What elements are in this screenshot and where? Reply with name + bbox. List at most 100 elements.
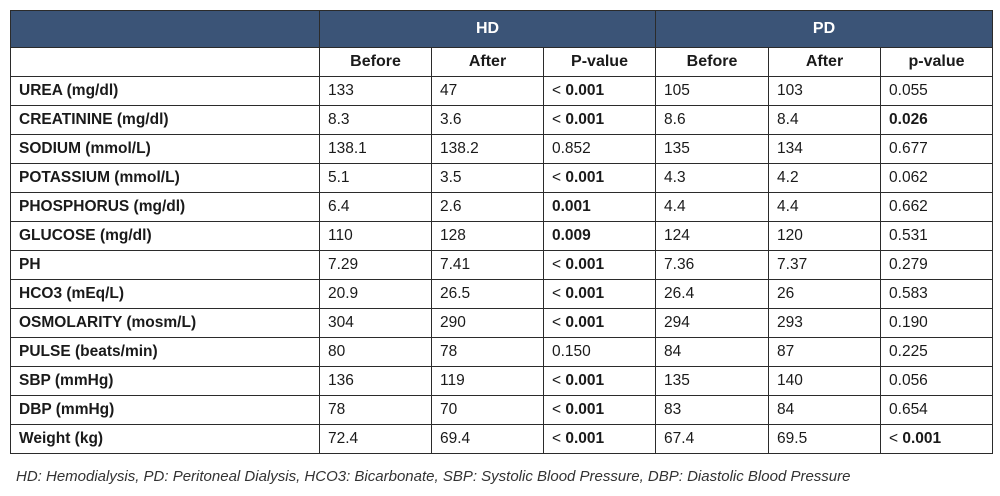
table-row: GLUCOSE (mg/dl) 110 128 0.009 124 120 0.531 — [10, 221, 994, 251]
group-header-hd: HD — [318, 10, 657, 48]
pd-pvalue-cell: 0.055 — [880, 76, 994, 106]
pd-pvalue-cell: 0.062 — [880, 163, 994, 193]
hd-after-cell: 128 — [431, 221, 544, 251]
hd-pvalue-cell: < 0.001 — [542, 279, 657, 309]
table-row: CREATININE (mg/dl) 8.3 3.6 < 0.001 8.6 8.4 0.0… — [10, 105, 994, 135]
hd-after-cell: 78 — [431, 337, 544, 367]
pd-after-cell: 120 — [768, 221, 882, 251]
pd-pvalue-cell: 0.225 — [880, 337, 994, 367]
row-label: SODIUM (mmol/L) — [10, 134, 320, 164]
column-header-hd-after: After — [431, 47, 544, 77]
row-label: DBP (mmHg) — [10, 395, 320, 425]
hd-pvalue-cell: < 0.001 — [542, 366, 657, 396]
column-header-pd-after: After — [768, 47, 882, 77]
hd-pvalue-cell: 0.009 — [542, 221, 657, 251]
table-row: PHOSPHORUS (mg/dl) 6.4 2.6 0.001 4.4 4.4 0.662 — [10, 192, 994, 222]
row-label: OSMOLARITY (mosm/L) — [10, 308, 320, 338]
table-row: PH 7.29 7.41 < 0.001 7.36 7.37 0.279 — [10, 250, 994, 280]
pd-before-cell: 4.3 — [655, 163, 770, 193]
pd-before-cell: 294 — [655, 308, 770, 338]
row-label: UREA (mg/dl) — [10, 76, 320, 106]
pd-after-cell: 4.4 — [768, 192, 882, 222]
pd-after-cell: 84 — [768, 395, 882, 425]
hd-after-cell: 119 — [431, 366, 544, 396]
table-row: SODIUM (mmol/L) 138.1 138.2 0.852 135 134 0.67… — [10, 134, 994, 164]
table-row: Weight (kg) 72.4 69.4 < 0.001 67.4 69.5 < 0.00… — [10, 424, 994, 454]
hd-pvalue-cell: < 0.001 — [542, 308, 657, 338]
pd-after-cell: 293 — [768, 308, 882, 338]
hd-pvalue-cell: < 0.001 — [542, 424, 657, 454]
hd-before-cell: 8.3 — [319, 105, 432, 135]
pd-before-cell: 84 — [655, 337, 770, 367]
hd-before-cell: 133 — [319, 76, 432, 106]
hd-after-cell: 70 — [431, 395, 544, 425]
table-row: SBP (mmHg) 136 119 < 0.001 135 140 0.056 — [10, 366, 994, 396]
hd-before-cell: 138.1 — [319, 134, 432, 164]
pd-before-cell: 124 — [655, 221, 770, 251]
pd-before-cell: 8.6 — [655, 105, 770, 135]
hd-pvalue-cell: 0.001 — [542, 192, 657, 222]
row-label: SBP (mmHg) — [10, 366, 320, 396]
table-row: PULSE (beats/min) 80 78 0.150 84 87 0.225 — [10, 337, 994, 367]
pd-pvalue-cell: 0.662 — [880, 192, 994, 222]
column-header-pd-before: Before — [655, 47, 770, 77]
pd-pvalue-cell: 0.026 — [880, 105, 994, 135]
hd-pvalue-cell: < 0.001 — [542, 105, 657, 135]
hd-pvalue-cell: 0.852 — [542, 134, 657, 164]
table-row: HCO3 (mEq/L) 20.9 26.5 < 0.001 26.4 26 0.583 — [10, 279, 994, 309]
table-footnote: HD: Hemodialysis, PD: Peritoneal Dialysi… — [16, 468, 851, 485]
hd-after-cell: 3.5 — [431, 163, 544, 193]
row-label: HCO3 (mEq/L) — [10, 279, 320, 309]
row-label: PHOSPHORUS (mg/dl) — [10, 192, 320, 222]
hd-after-cell: 26.5 — [431, 279, 544, 309]
row-label: POTASSIUM (mmol/L) — [10, 163, 320, 193]
pd-pvalue-cell: 0.677 — [880, 134, 994, 164]
row-label: GLUCOSE (mg/dl) — [10, 221, 320, 251]
pd-after-cell: 134 — [768, 134, 882, 164]
table-row: UREA (mg/dl) 133 47 < 0.001 105 103 0.055 — [10, 76, 994, 106]
table-row: OSMOLARITY (mosm/L) 304 290 < 0.001 294 293 0.… — [10, 308, 994, 338]
hd-after-cell: 69.4 — [431, 424, 544, 454]
column-header-hd-before: Before — [319, 47, 432, 77]
hd-pvalue-cell: < 0.001 — [542, 395, 657, 425]
row-label: PH — [10, 250, 320, 280]
pd-after-cell: 69.5 — [768, 424, 882, 454]
pd-after-cell: 7.37 — [768, 250, 882, 280]
hd-pvalue-cell: 0.150 — [542, 337, 657, 367]
group-header-pd: PD — [655, 10, 994, 48]
pd-pvalue-cell: 0.190 — [880, 308, 994, 338]
pd-before-cell: 26.4 — [655, 279, 770, 309]
hd-after-cell: 47 — [431, 76, 544, 106]
lab-results-table: HD PD Before After P-value Before After … — [10, 10, 994, 454]
hd-pvalue-cell: < 0.001 — [542, 163, 657, 193]
header-blank-cell — [10, 10, 320, 48]
hd-before-cell: 5.1 — [319, 163, 432, 193]
pd-pvalue-cell: 0.056 — [880, 366, 994, 396]
hd-after-cell: 3.6 — [431, 105, 544, 135]
pd-before-cell: 83 — [655, 395, 770, 425]
row-label: CREATININE (mg/dl) — [10, 105, 320, 135]
pd-before-cell: 105 — [655, 76, 770, 106]
pd-after-cell: 87 — [768, 337, 882, 367]
hd-before-cell: 6.4 — [319, 192, 432, 222]
hd-pvalue-cell: < 0.001 — [542, 76, 657, 106]
hd-before-cell: 80 — [319, 337, 432, 367]
pd-after-cell: 103 — [768, 76, 882, 106]
hd-pvalue-cell: < 0.001 — [542, 250, 657, 280]
group-header-row: HD PD — [10, 10, 994, 48]
row-label: PULSE (beats/min) — [10, 337, 320, 367]
hd-before-cell: 110 — [319, 221, 432, 251]
pd-after-cell: 140 — [768, 366, 882, 396]
table-row: DBP (mmHg) 78 70 < 0.001 83 84 0.654 — [10, 395, 994, 425]
hd-after-cell: 2.6 — [431, 192, 544, 222]
pd-pvalue-cell: 0.654 — [880, 395, 994, 425]
pd-after-cell: 4.2 — [768, 163, 882, 193]
pd-before-cell: 67.4 — [655, 424, 770, 454]
hd-after-cell: 138.2 — [431, 134, 544, 164]
table-row: POTASSIUM (mmol/L) 5.1 3.5 < 0.001 4.3 4.2 0.0… — [10, 163, 994, 193]
hd-before-cell: 78 — [319, 395, 432, 425]
hd-after-cell: 7.41 — [431, 250, 544, 280]
pd-before-cell: 4.4 — [655, 192, 770, 222]
hd-before-cell: 20.9 — [319, 279, 432, 309]
hd-after-cell: 290 — [431, 308, 544, 338]
